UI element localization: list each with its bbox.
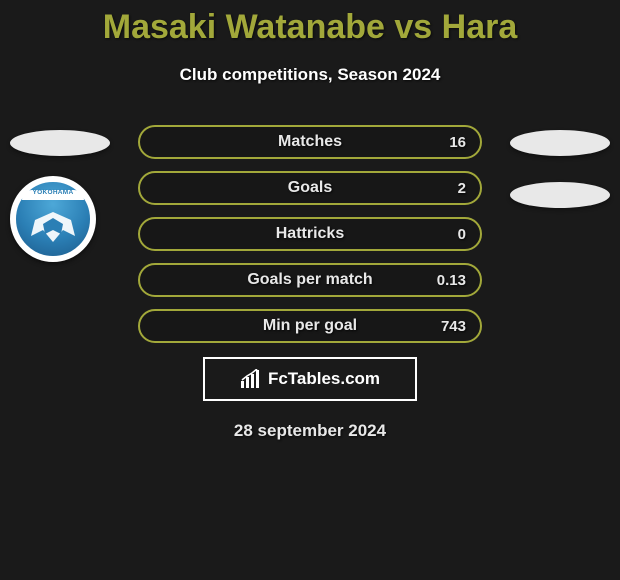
- stat-label: Hattricks: [276, 225, 344, 243]
- branding-box: FcTables.com: [203, 357, 417, 401]
- stats-list: Matches 16 Goals 2 Hattricks 0 Goals per…: [138, 125, 482, 343]
- stat-label: Min per goal: [263, 317, 357, 335]
- stat-value-right: 743: [441, 318, 466, 335]
- stat-row-hattricks: Hattricks 0: [138, 217, 482, 251]
- stat-label: Goals: [288, 179, 332, 197]
- stat-row-goals: Goals 2: [138, 171, 482, 205]
- player-left-column: YOKOHAMA: [10, 130, 110, 262]
- date-label: 28 september 2024: [0, 421, 620, 441]
- stat-row-matches: Matches 16: [138, 125, 482, 159]
- club-badge-label: YOKOHAMA: [32, 189, 73, 196]
- club-badge-yokohama: YOKOHAMA: [10, 176, 96, 262]
- player-right-placeholder-1: [510, 130, 610, 156]
- club-badge-icon: [16, 206, 90, 246]
- branding-text: FcTables.com: [268, 369, 380, 389]
- stat-label: Matches: [278, 133, 342, 151]
- player-right-placeholder-2: [510, 182, 610, 208]
- stat-value-right: 16: [449, 134, 466, 151]
- stat-row-goals-per-match: Goals per match 0.13: [138, 263, 482, 297]
- player-right-column: [510, 130, 610, 208]
- chart-icon: [240, 369, 262, 389]
- player-left-placeholder: [10, 130, 110, 156]
- subtitle: Club competitions, Season 2024: [0, 65, 620, 85]
- stat-value-right: 0.13: [437, 272, 466, 289]
- stat-label: Goals per match: [247, 271, 372, 289]
- stat-value-right: 0: [458, 226, 466, 243]
- stat-row-min-per-goal: Min per goal 743: [138, 309, 482, 343]
- page-title: Masaki Watanabe vs Hara: [0, 0, 620, 47]
- stat-value-right: 2: [458, 180, 466, 197]
- comparison-area: YOKOHAMA Matches 16 Goals 2 Hattricks 0: [0, 125, 620, 441]
